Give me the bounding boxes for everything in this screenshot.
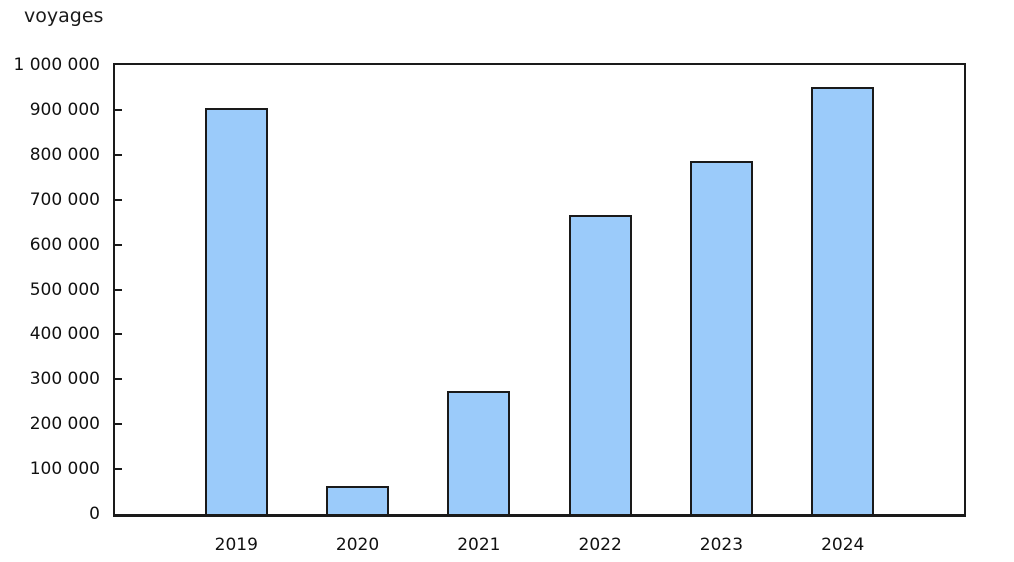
- bar-2021: [447, 390, 511, 514]
- y-axis-tick: [115, 288, 122, 291]
- y-tick-label-100000: 100 000: [29, 459, 100, 480]
- x-tick-label-2023: 2023: [699, 535, 744, 555]
- y-axis-title: voyages: [24, 5, 104, 27]
- y-axis-tick: [115, 423, 122, 426]
- x-tick-label-2021: 2021: [457, 535, 501, 555]
- y-axis-tick: [115, 153, 122, 156]
- y-tick-label-500000: 500 000: [29, 279, 100, 300]
- y-axis-tick: [115, 468, 122, 471]
- bar-2023: [689, 160, 753, 514]
- y-tick-label-200000: 200 000: [29, 414, 100, 435]
- x-tick-label-2019: 2019: [214, 535, 258, 555]
- plot-area: [113, 63, 966, 517]
- y-tick-label-700000: 700 000: [29, 189, 100, 210]
- x-tick-label-2020: 2020: [335, 535, 380, 555]
- y-tick-label-900000: 900 000: [29, 99, 100, 120]
- y-axis-tick: [115, 108, 122, 111]
- x-tick-label-2022: 2022: [578, 535, 622, 555]
- y-axis-tick: [115, 333, 122, 336]
- y-axis-tick: [115, 243, 122, 246]
- x-tick-label-2024: 2024: [821, 535, 865, 555]
- bar-2022: [568, 214, 632, 514]
- y-tick-label-400000: 400 000: [29, 324, 100, 345]
- y-tick-label-800000: 800 000: [29, 144, 100, 165]
- y-tick-label-300000: 300 000: [29, 369, 100, 390]
- bar-2020: [326, 486, 390, 514]
- bar-2019: [204, 107, 268, 514]
- y-tick-label-1000000: 1 000 000: [13, 55, 100, 75]
- y-axis-tick: [115, 198, 122, 201]
- y-axis-tick: [115, 378, 122, 381]
- y-tick-label-600000: 600 000: [29, 234, 100, 255]
- bar-2024: [811, 86, 875, 514]
- y-tick-label-0: 0: [89, 504, 100, 524]
